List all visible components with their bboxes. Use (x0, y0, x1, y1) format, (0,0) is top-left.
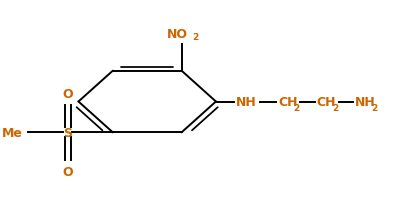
Text: NO: NO (167, 28, 188, 41)
Text: 2: 2 (192, 33, 199, 41)
Text: CH: CH (278, 95, 298, 109)
Text: O: O (62, 165, 73, 178)
Text: 2: 2 (332, 104, 338, 113)
Text: 2: 2 (293, 104, 299, 113)
Text: CH: CH (317, 95, 336, 109)
Text: Me: Me (2, 126, 23, 139)
Text: NH: NH (236, 95, 256, 109)
Text: S: S (63, 126, 72, 139)
Text: O: O (62, 87, 73, 100)
Text: 2: 2 (372, 104, 378, 113)
Text: NH: NH (355, 95, 376, 109)
